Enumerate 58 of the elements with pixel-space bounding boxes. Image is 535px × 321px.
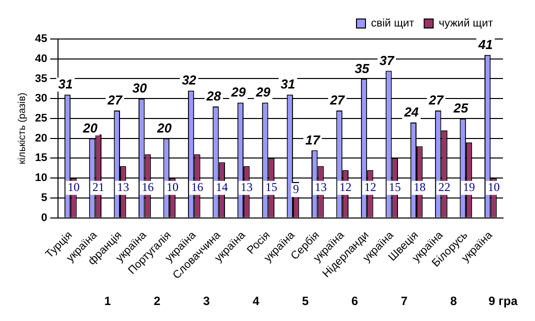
data-label: 35 <box>354 60 370 76</box>
y-tick-label: 20 <box>34 132 48 144</box>
data-label: 29 <box>230 84 246 100</box>
y-tick-label: 5 <box>41 192 48 204</box>
data-label: 25 <box>452 100 469 116</box>
data-label: 31 <box>58 76 73 92</box>
data-label: 12 <box>339 180 352 194</box>
data-label: 13 <box>117 180 130 194</box>
y-tick-label: 25 <box>34 112 48 125</box>
data-label: 30 <box>132 80 148 96</box>
text: 6 <box>351 294 358 308</box>
data-label: 20 <box>82 120 98 136</box>
data-label: 28 <box>206 88 222 104</box>
text: 8 <box>450 294 458 308</box>
data-label: 32 <box>182 72 198 88</box>
text: 9 гра <box>488 294 518 308</box>
data-label: 27 <box>106 92 123 108</box>
legend-label: чужий щит <box>438 18 494 30</box>
y-tick-label: 10 <box>34 172 48 184</box>
y-tick-label: 30 <box>34 92 48 105</box>
y-axis-title: кількість (разів) <box>16 92 28 164</box>
data-label: 13 <box>314 180 327 194</box>
text: 1 <box>104 294 112 308</box>
y-tick-label: 40 <box>34 52 48 65</box>
y-tick-label: 0 <box>41 212 48 224</box>
data-label: 27 <box>329 92 346 108</box>
data-label: 16 <box>191 180 204 194</box>
legend-label: свій щит <box>370 18 414 30</box>
text: 2 <box>154 294 161 308</box>
data-label: 14 <box>216 180 228 194</box>
data-label: 10 <box>166 180 179 194</box>
y-tick-label: 15 <box>34 152 48 164</box>
data-label: 21 <box>92 180 104 194</box>
data-label: 18 <box>414 180 426 194</box>
data-label: 15 <box>388 180 401 194</box>
data-label: 27 <box>428 92 444 108</box>
text: 5 <box>302 294 309 308</box>
y-tick-label: 45 <box>34 33 48 46</box>
text: 3 <box>203 294 210 308</box>
data-label: 17 <box>305 132 321 148</box>
data-label: 37 <box>379 52 395 68</box>
data-label: 10 <box>68 180 80 194</box>
data-label: 10 <box>488 180 500 194</box>
data-label: 16 <box>142 180 154 194</box>
data-label: 22 <box>438 180 450 194</box>
y-tick-label: 35 <box>34 72 48 85</box>
data-label: 20 <box>156 120 172 136</box>
text: 4 <box>252 294 260 308</box>
data-label: 31 <box>280 76 296 92</box>
text: 7 <box>400 294 408 308</box>
data-label: 9 <box>293 182 300 196</box>
data-label: 19 <box>463 180 476 194</box>
data-label: 41 <box>477 36 493 52</box>
data-label: 24 <box>403 104 420 120</box>
data-label: 29 <box>254 84 272 100</box>
data-label: 13 <box>240 180 253 194</box>
data-label: 12 <box>364 180 376 194</box>
data-label: 15 <box>265 180 278 194</box>
